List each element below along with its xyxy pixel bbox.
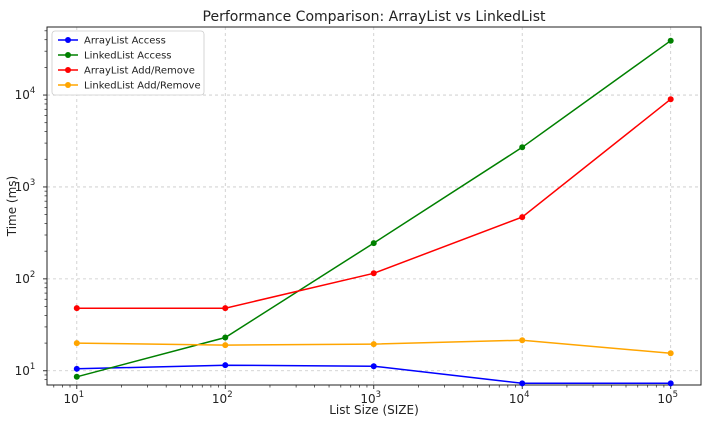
data-point-linkedlist-add-remove xyxy=(519,337,526,344)
y-tick-label: 102 xyxy=(15,270,36,286)
y-tick-label: 104 xyxy=(15,86,36,102)
legend-item: LinkedList Add/Remove xyxy=(58,81,201,92)
data-point-arraylist-access xyxy=(667,380,674,387)
y-tick-label: 103 xyxy=(15,178,36,194)
data-point-arraylist-access xyxy=(73,365,80,372)
legend-swatch-marker xyxy=(65,82,71,88)
data-point-linkedlist-add-remove xyxy=(370,341,377,348)
data-point-linkedlist-add-remove xyxy=(73,340,80,347)
data-point-arraylist-access xyxy=(519,380,526,387)
x-tick-label: 101 xyxy=(63,390,84,406)
series-arraylist-access xyxy=(73,362,674,387)
x-tick-label: 104 xyxy=(509,390,530,406)
x-axis-label: List Size (SIZE) xyxy=(329,403,419,417)
legend-label: LinkedList Access xyxy=(84,51,172,62)
legend-swatch-marker xyxy=(65,67,71,73)
chart-title: Performance Comparison: ArrayList vs Lin… xyxy=(203,9,546,25)
x-axis: 101 102 103 104 105 xyxy=(53,385,678,406)
data-point-linkedlist-access xyxy=(370,240,377,247)
x-tick-label: 105 xyxy=(657,390,678,406)
data-point-arraylist-add-remove xyxy=(519,214,526,221)
data-point-linkedlist-access xyxy=(519,144,526,151)
series-arraylist-add-remove xyxy=(73,96,674,312)
legend-item: ArrayList Access xyxy=(58,36,166,47)
legend-item: LinkedList Access xyxy=(58,51,172,62)
y-tick-label: 101 xyxy=(15,362,36,378)
legend-label: ArrayList Add/Remove xyxy=(84,66,195,77)
data-point-linkedlist-add-remove xyxy=(667,350,674,357)
legend-item: ArrayList Add/Remove xyxy=(58,66,195,77)
x-tick-label: 103 xyxy=(360,390,381,406)
data-point-linkedlist-access xyxy=(222,334,229,341)
data-point-arraylist-add-remove xyxy=(73,305,80,312)
data-point-arraylist-access xyxy=(370,363,377,370)
y-axis: 101 102 103 104 xyxy=(15,30,47,381)
data-point-arraylist-add-remove xyxy=(222,305,229,312)
legend-label: ArrayList Access xyxy=(84,36,166,47)
data-point-arraylist-add-remove xyxy=(667,96,674,103)
legend-swatch-marker xyxy=(65,37,71,43)
series-linkedlist-add-remove xyxy=(73,337,674,357)
series-group xyxy=(73,37,674,387)
legend-label: LinkedList Add/Remove xyxy=(84,81,201,92)
data-point-linkedlist-add-remove xyxy=(222,342,229,349)
legend: ArrayList Access LinkedList Access ArrayLi… xyxy=(51,30,205,96)
data-point-arraylist-add-remove xyxy=(370,270,377,277)
data-point-linkedlist-access xyxy=(73,373,80,380)
legend-swatch-marker xyxy=(65,52,71,58)
legend-box xyxy=(51,30,205,96)
data-point-linkedlist-access xyxy=(667,37,674,44)
series-linkedlist-access xyxy=(73,37,674,380)
data-point-arraylist-access xyxy=(222,362,229,369)
x-tick-label: 102 xyxy=(212,390,233,406)
y-axis-label: Time (ms) xyxy=(5,176,19,238)
